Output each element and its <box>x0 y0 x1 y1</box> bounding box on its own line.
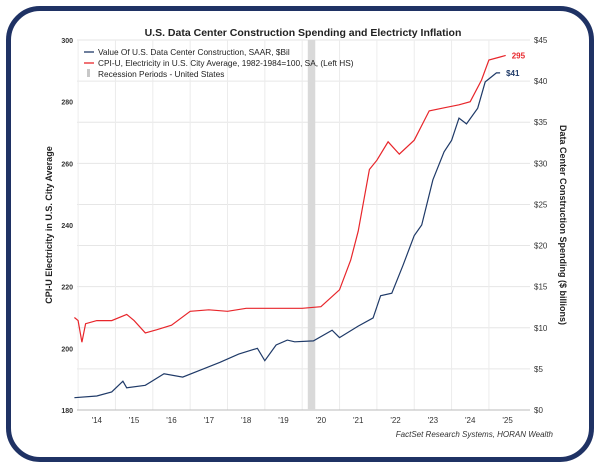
x-tick-label: '19 <box>278 416 289 425</box>
right-tick-label: $15 <box>534 283 548 292</box>
legend-label: Recession Periods - United States <box>98 69 224 79</box>
x-tick-label: '16 <box>166 416 177 425</box>
right-tick-label: $5 <box>534 365 543 374</box>
x-tick-label: '18 <box>241 416 252 425</box>
right-tick-label: $45 <box>534 36 548 45</box>
x-tick-label: '17 <box>204 416 215 425</box>
legend-label: Value Of U.S. Data Center Construction, … <box>98 47 290 57</box>
x-tick-label: '20 <box>316 416 327 425</box>
right-tick-label: $40 <box>534 77 548 86</box>
series-end-label: 295 <box>512 51 526 60</box>
recession-band <box>307 40 316 410</box>
left-tick-label: 180 <box>61 408 73 415</box>
right-axis-title: Data Center Construction Spending ($ bil… <box>558 125 568 325</box>
right-tick-label: $30 <box>534 159 548 168</box>
series-lines: 295 $41 <box>74 51 526 399</box>
legend: Value Of U.S. Data Center Construction, … <box>84 47 354 79</box>
right-tick-label: $25 <box>534 200 548 209</box>
left-tick-label: 240 <box>61 223 73 230</box>
legend-swatch <box>87 69 90 77</box>
right-tick-label: $20 <box>534 242 548 251</box>
left-tick-label: 300 <box>61 38 73 45</box>
right-tick-label: $10 <box>534 324 548 333</box>
x-tick-label: '25 <box>502 416 513 425</box>
left-axis-title: CPI-U Electricity in U.S. City Average <box>44 146 54 303</box>
grid <box>77 39 530 411</box>
series-line <box>74 72 501 399</box>
x-tick-label: '24 <box>465 416 476 425</box>
left-tick-label: 280 <box>61 100 73 107</box>
series-line <box>74 54 506 343</box>
x-tick-label: '21 <box>353 416 364 425</box>
x-tick-label: '23 <box>428 416 439 425</box>
tick-labels: $0 $5 $10 $15 $20 $25 $30 $35 $40 $45 180 200 220 240… <box>61 36 548 425</box>
chart-frame <box>6 6 594 462</box>
left-tick-label: 260 <box>61 161 73 168</box>
left-tick-label: 220 <box>61 285 73 292</box>
left-tick-label: 200 <box>61 346 73 353</box>
legend-label: CPI-U, Electricity in U.S. City Average,… <box>98 58 354 68</box>
series-end-label: $41 <box>506 69 520 78</box>
chart-title: U.S. Data Center Construction Spending a… <box>145 27 462 39</box>
x-tick-label: '22 <box>390 416 401 425</box>
recession-bands <box>307 40 316 410</box>
right-tick-label: $35 <box>534 118 548 127</box>
right-tick-label: $0 <box>534 406 543 415</box>
source-note: FactSet Research Systems, HORAN Wealth <box>396 430 554 439</box>
x-tick-label: '15 <box>129 416 140 425</box>
x-tick-label: '14 <box>92 416 103 425</box>
